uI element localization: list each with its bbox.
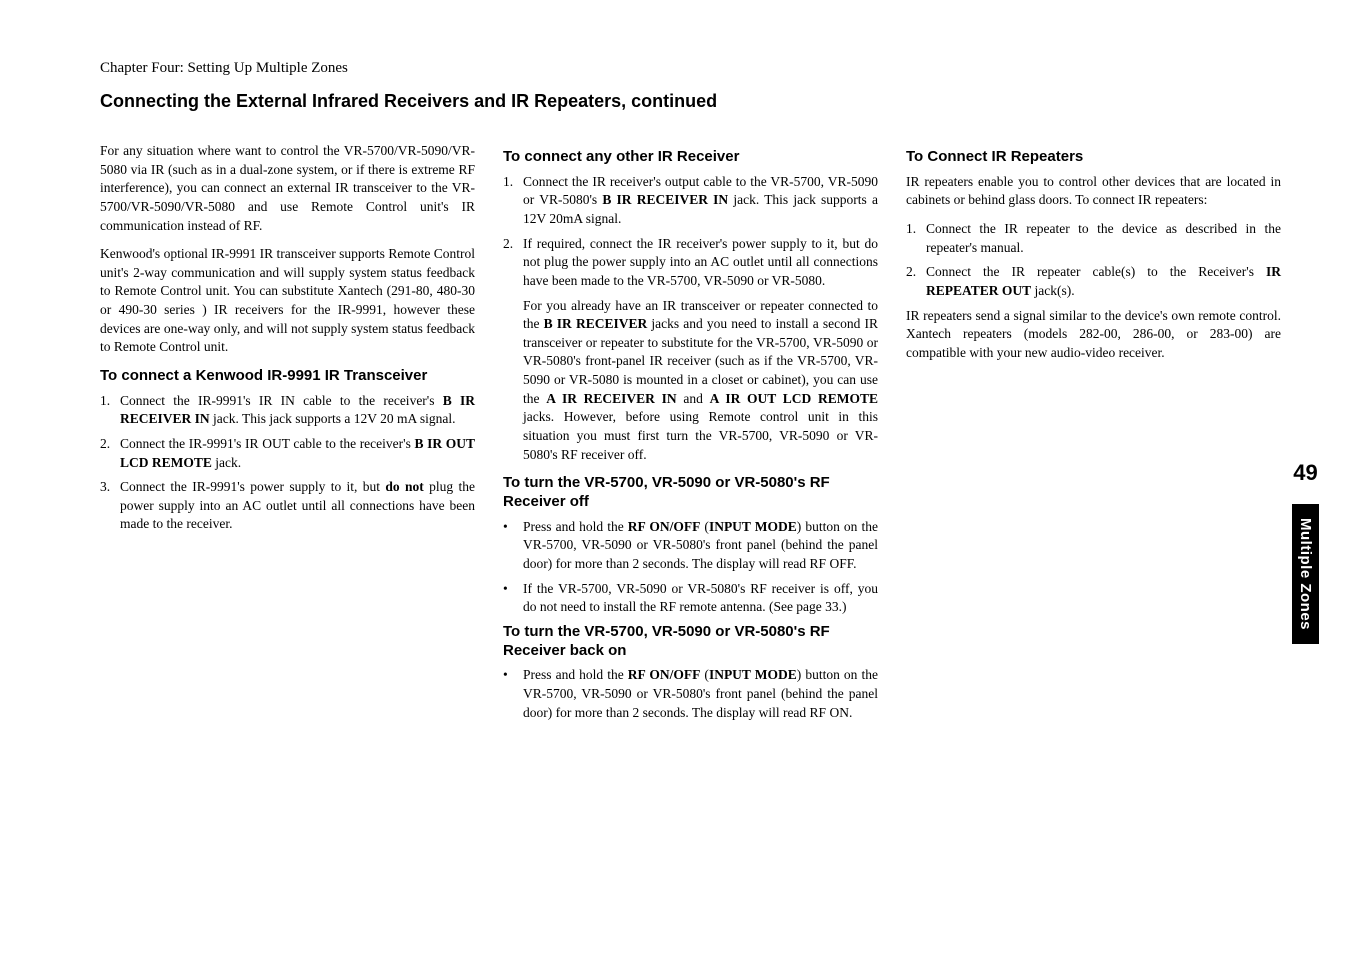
section-title: Connecting the External Infrared Receive… [100, 91, 1281, 112]
list-item: 2.If required, connect the IR receiver's… [503, 235, 878, 291]
bullet-list: •Press and hold the RF ON/OFF (INPUT MOD… [503, 666, 878, 722]
content-columns: For any situation where want to control … [100, 142, 1281, 728]
list-item: 2.Connect the IR-9991's IR OUT cable to … [100, 435, 475, 472]
subheading: To turn the VR-5700, VR-5090 or VR-5080'… [503, 474, 878, 512]
numbered-list: 1.Connect the IR repeater to the device … [906, 220, 1281, 301]
side-tab: 49 Multiple Zones [1292, 460, 1319, 644]
list-item: 1.Connect the IR receiver's output cable… [503, 173, 878, 229]
list-number: 3. [100, 478, 120, 534]
bullet-list: •Press and hold the RF ON/OFF (INPUT MOD… [503, 518, 878, 617]
subheading: To turn the VR-5700, VR-5090 or VR-5080'… [503, 623, 878, 661]
body-paragraph: For any situation where want to control … [100, 142, 475, 235]
list-item: •If the VR-5700, VR-5090 or VR-5080's RF… [503, 580, 878, 617]
indented-note: For you already have an IR transceiver o… [523, 297, 878, 465]
list-number: 1. [100, 392, 120, 429]
list-item: 2.Connect the IR repeater cable(s) to th… [906, 263, 1281, 300]
list-item: 1.Connect the IR-9991's IR IN cable to t… [100, 392, 475, 429]
subheading: To connect any other IR Receiver [503, 148, 878, 167]
chapter-heading: Chapter Four: Setting Up Multiple Zones [100, 60, 1281, 77]
column-1: For any situation where want to control … [100, 142, 475, 728]
body-paragraph: IR repeaters enable you to control other… [906, 173, 1281, 210]
subheading: To connect a Kenwood IR-9991 IR Transcei… [100, 367, 475, 386]
subheading: To Connect IR Repeaters [906, 148, 1281, 167]
page-number: 49 [1293, 460, 1317, 486]
column-2: To connect any other IR Receiver 1.Conne… [503, 142, 878, 728]
list-item: 1.Connect the IR repeater to the device … [906, 220, 1281, 257]
body-paragraph: IR repeaters send a signal similar to th… [906, 307, 1281, 363]
bullet-icon: • [503, 666, 523, 722]
list-item: •Press and hold the RF ON/OFF (INPUT MOD… [503, 518, 878, 574]
bullet-icon: • [503, 518, 523, 574]
list-number: 1. [906, 220, 926, 257]
column-3: To Connect IR Repeaters IR repeaters ena… [906, 142, 1281, 728]
body-paragraph: Kenwood's optional IR-9991 IR transceive… [100, 245, 475, 357]
numbered-list: 1.Connect the IR receiver's output cable… [503, 173, 878, 291]
list-number: 2. [503, 235, 523, 291]
list-number: 1. [503, 173, 523, 229]
list-item: 3.Connect the IR-9991's power supply to … [100, 478, 475, 534]
list-number: 2. [100, 435, 120, 472]
list-number: 2. [906, 263, 926, 300]
numbered-list: 1.Connect the IR-9991's IR IN cable to t… [100, 392, 475, 534]
section-tab: Multiple Zones [1292, 504, 1319, 644]
bullet-icon: • [503, 580, 523, 617]
list-item: •Press and hold the RF ON/OFF (INPUT MOD… [503, 666, 878, 722]
